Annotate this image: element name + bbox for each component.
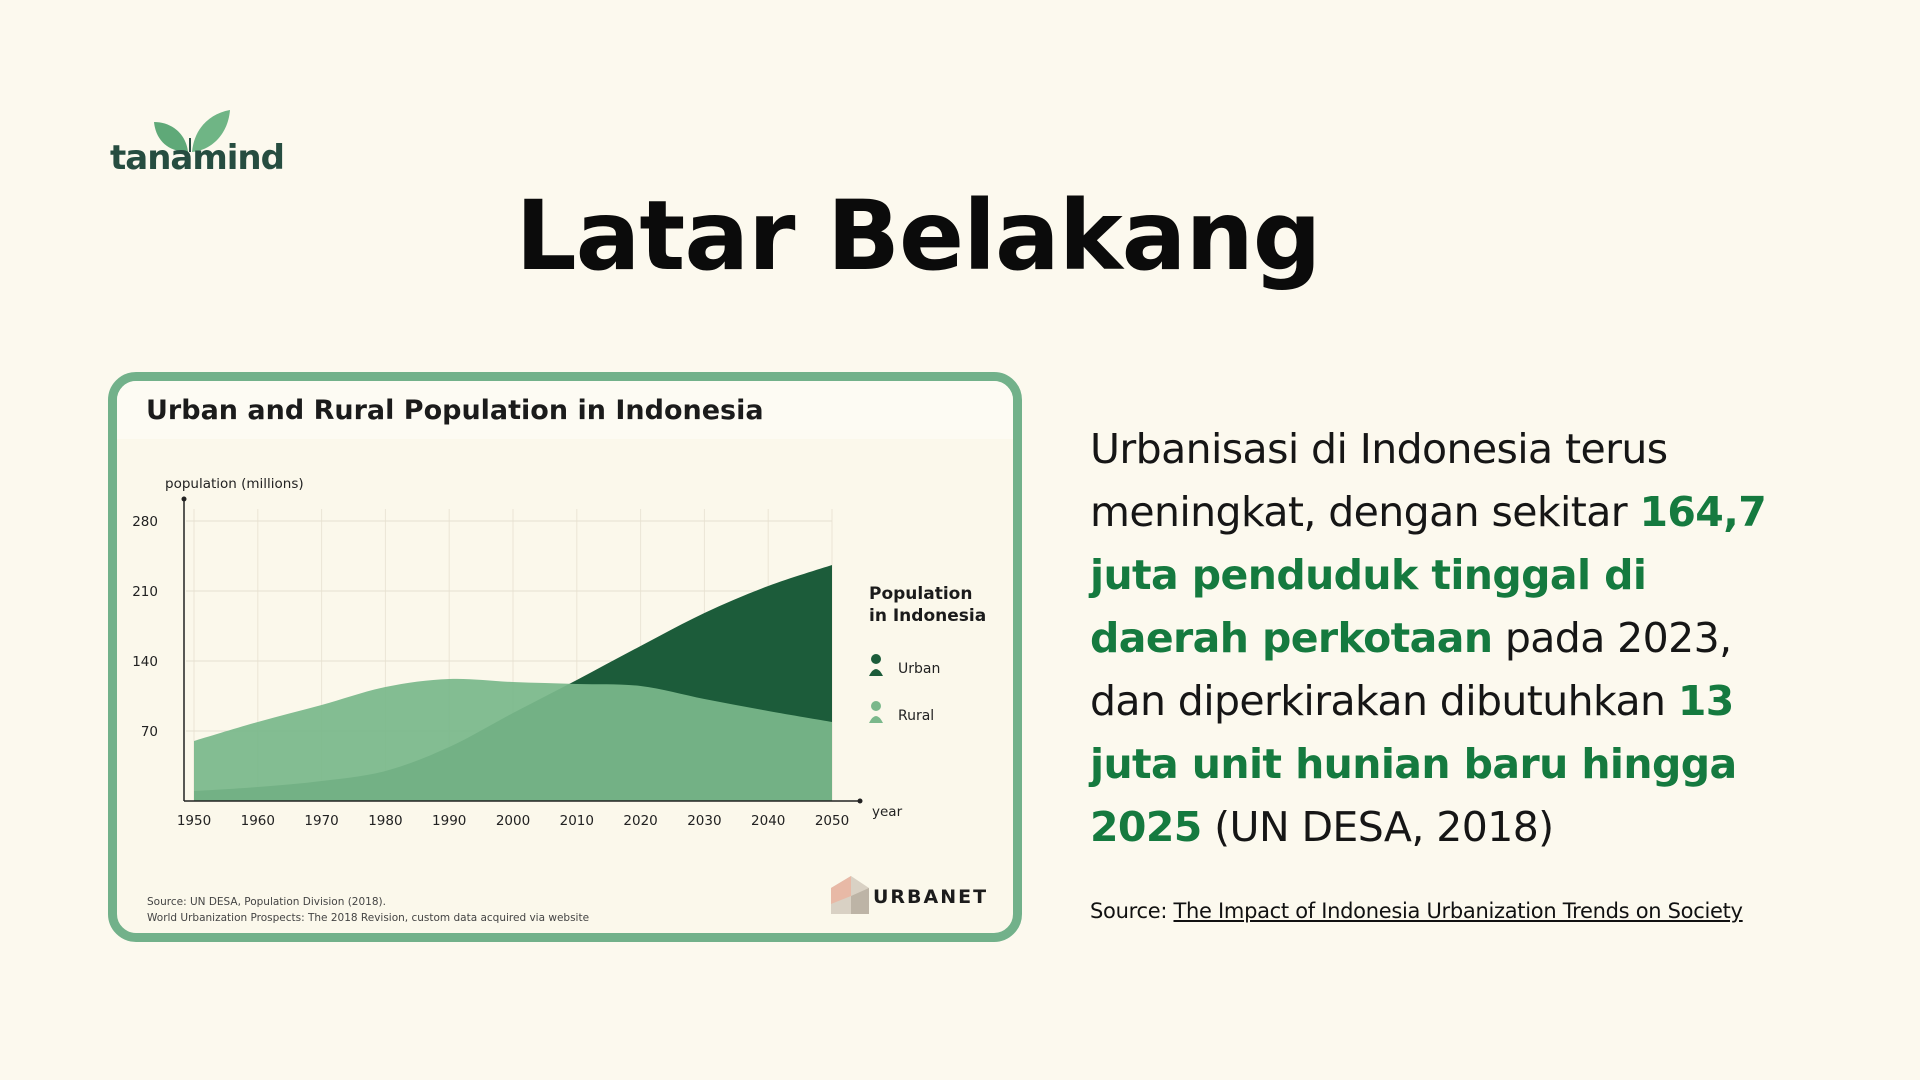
chart-title: Urban and Rural Population in Indonesia [146,395,764,426]
legend-person-icon [871,701,881,711]
urbanet-house-icon [831,876,869,914]
source-link[interactable]: The Impact of Indonesia Urbanization Tre… [1173,899,1743,923]
x-tick-label: 1950 [177,813,211,829]
x-tick-label: 1990 [432,813,466,829]
area-series-rural [194,678,832,801]
urbanet-name: URBANET [873,886,989,908]
brand-logo: tanamind [110,108,285,184]
legend-title-line2: in Indonesia [869,606,986,626]
chart-source: Source: UN DESA, Population Division (20… [147,894,589,926]
summary-text-2: pada 2023, dan diperkirakan dibutuhkan [1090,614,1732,725]
x-tick-label: 2010 [560,813,594,829]
x-tick-label: 2040 [751,813,785,829]
summary-highlight-1: 164,7 juta penduduk tinggal di daerah pe… [1090,488,1767,662]
x-tick-label: 2050 [815,813,849,829]
y-tick-label: 70 [141,724,158,740]
summary-paragraph: Urbanisasi di Indonesia terus meningkat,… [1090,418,1790,859]
chart-source-line1: Source: UN DESA, Population Division (20… [147,896,386,908]
x-tick-label: 1960 [241,813,275,829]
urbanet-logo: URBANET [829,874,999,914]
y-tick-label: 280 [132,514,158,530]
footer-source: Source: The Impact of Indonesia Urbaniza… [1090,899,1743,923]
y-axis-label: population (millions) [165,476,304,492]
chart-title-band [117,381,1013,439]
legend-label-rural: Rural [898,708,934,724]
footer-source-label: Source: [1090,899,1174,923]
legend-title-line1: Population [869,584,972,604]
y-tick-label: 210 [132,584,158,600]
x-tick-label: 2020 [623,813,657,829]
page-title: Latar Belakang [515,180,1321,292]
chart-source-line2: World Urbanization Prospects: The 2018 R… [147,912,590,924]
y-axis-end [181,496,187,502]
brand-name: tanamind [110,138,285,178]
y-tick-label: 140 [132,654,158,670]
x-tick-label: 2030 [687,813,721,829]
legend-label-urban: Urban [898,661,940,677]
x-tick-label: 1980 [368,813,402,829]
x-axis-label: year [872,804,903,820]
summary-text-3: (UN DESA, 2018) [1201,803,1554,851]
summary-text-1: Urbanisasi di Indonesia terus meningkat,… [1090,425,1668,536]
legend-person-body [869,716,883,723]
x-tick-label: 2000 [496,813,530,829]
summary-highlight-2: 13 juta unit hunian baru hingga 2025 [1090,677,1737,851]
legend-person-icon [871,654,881,664]
leaf-icon [154,110,230,152]
x-tick-label: 1970 [304,813,338,829]
legend-person-body [869,669,883,676]
area-chart: 70 140 210 280 1950 1960 1970 1980 1990 2000 2010 2… [117,381,1013,829]
chart-card: 70 140 210 280 1950 1960 1970 1980 1990 2000 2010 2… [108,372,1022,942]
x-axis-end [857,798,863,804]
